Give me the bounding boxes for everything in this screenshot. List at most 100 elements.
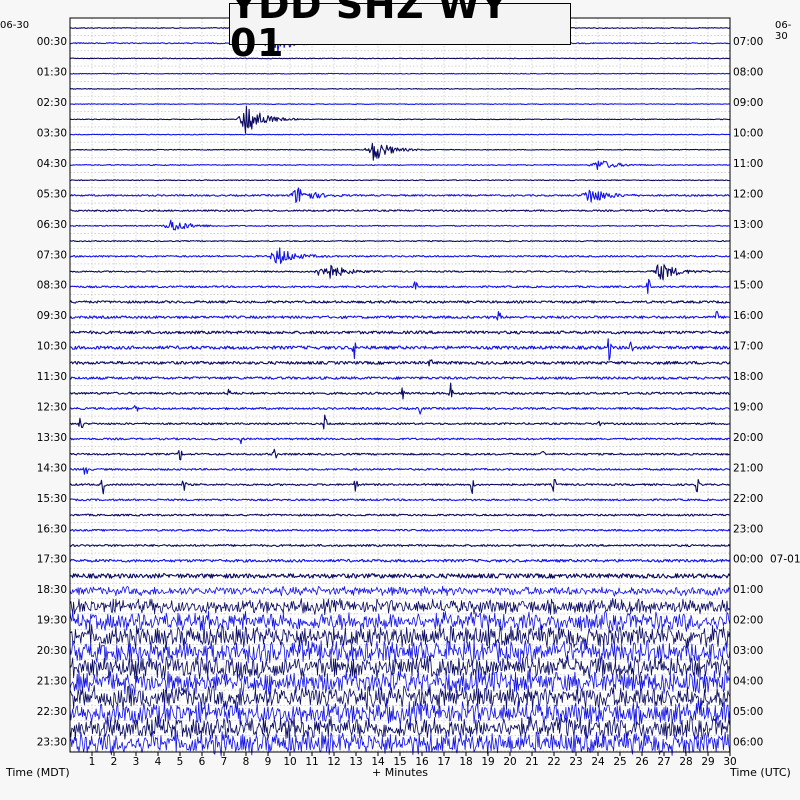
left-time-label: 11:30 [37, 371, 67, 383]
trace-row [69, 639, 731, 665]
trace-row [69, 247, 731, 264]
x-tick-label: 3 [133, 756, 140, 768]
x-tick-label: 25 [613, 756, 626, 768]
x-tick-label: 11 [305, 756, 318, 768]
left-time-label: 00:30 [37, 36, 67, 48]
trace-row [69, 669, 731, 696]
trace-row [69, 528, 731, 532]
right-time-label: 11:00 [733, 158, 763, 170]
x-tick-label: 14 [371, 756, 385, 768]
x-tick-label: 19 [481, 756, 494, 768]
trace-row [69, 405, 730, 415]
x-tick-label: 21 [525, 756, 538, 768]
x-tick-label: 20 [503, 756, 516, 768]
trace-row [69, 330, 730, 335]
left-time-label: 20:30 [37, 645, 67, 657]
bottom-axis-title: + Minutes [372, 766, 429, 779]
trace-row [69, 338, 731, 361]
trace-row [69, 219, 730, 231]
left-time-label: 18:30 [37, 584, 67, 596]
chart-title-box: YDD SHZ WY 01 [229, 0, 571, 62]
right-time-label: 20:00 [733, 432, 763, 444]
trace-row [69, 685, 731, 711]
trace-row [69, 299, 730, 304]
left-time-label: 07:30 [37, 249, 67, 261]
x-tick-label: 30 [723, 756, 736, 768]
x-tick-label: 5 [177, 756, 184, 768]
left-time-label: 01:30 [37, 67, 67, 79]
right-time-label: 15:00 [733, 280, 763, 292]
right-time-label: 23:00 [733, 523, 763, 535]
trace-row [69, 558, 731, 563]
trace-row [69, 72, 730, 75]
trace-row [69, 700, 731, 727]
trace-row [69, 382, 730, 400]
left-time-label: 03:30 [37, 128, 67, 140]
right-axis-title: Time (UTC) [730, 766, 791, 779]
trace-row [69, 264, 730, 281]
left-time-label: 09:30 [37, 310, 67, 322]
trace-row [69, 359, 731, 367]
x-axis-ticks: 1 2 3 4 5 6 7 8 9 10 11 12 13 14 15 16 17 18 19 20 21 22 23 24 2… [89, 752, 737, 768]
trace-row [69, 610, 731, 632]
trace-row [69, 448, 730, 461]
trace-row [69, 105, 730, 134]
x-tick-label: 29 [701, 756, 714, 768]
right-time-label: 22:00 [733, 493, 763, 505]
right-time-label: 08:00 [733, 67, 763, 79]
x-tick-label: 23 [569, 756, 582, 768]
left-time-label: 04:30 [37, 158, 67, 170]
trace-row [69, 160, 730, 171]
left-time-label: 23:30 [37, 736, 67, 748]
left-time-label: 16:30 [37, 523, 67, 535]
left-time-label: 12:30 [37, 402, 67, 414]
left-time-label: 21:30 [37, 675, 67, 687]
right-time-label: 12:00 [733, 188, 763, 200]
trace-row [69, 585, 731, 597]
right-date2-label: 07-01 [770, 554, 800, 566]
right-time-label: 10:00 [733, 128, 763, 140]
left-time-label: 15:30 [37, 493, 67, 505]
plot-area [70, 18, 730, 752]
x-tick-label: 17 [437, 756, 450, 768]
left-time-label: 13:30 [37, 432, 67, 444]
trace-row [69, 478, 730, 495]
left-time-label: 08:30 [37, 280, 67, 292]
trace-row [69, 209, 730, 212]
x-tick-label: 13 [349, 756, 362, 768]
right-time-label: 07:00 [733, 36, 763, 48]
right-date-label: 06-30 [775, 20, 792, 42]
left-time-label: 17:30 [37, 554, 67, 566]
trace-row [69, 57, 730, 60]
left-time-labels: 00:30 01:30 02:30 03:30 04:30 05:30 06:30 07:30… [37, 36, 67, 748]
trace-row [69, 103, 730, 106]
right-time-label: 01:00 [733, 584, 763, 596]
right-time-label: 17:00 [733, 341, 763, 353]
x-tick-label: 7 [221, 756, 228, 768]
right-time-labels: 07:00 08:00 09:00 10:00 11:00 12:00 13:00 14:00… [733, 36, 800, 748]
right-time-label: 18:00 [733, 371, 763, 383]
x-tick-label: 8 [243, 756, 250, 768]
trace-row [69, 133, 730, 136]
grid [70, 18, 730, 752]
x-tick-label: 1 [89, 756, 96, 768]
right-time-label: 04:00 [733, 675, 763, 687]
right-time-label: 00:00 [733, 554, 763, 566]
x-tick-label: 28 [679, 756, 692, 768]
right-time-label: 19:00 [733, 402, 763, 414]
trace-row [69, 573, 731, 579]
trace-row [69, 437, 730, 445]
right-time-label: 13:00 [733, 219, 763, 231]
x-tick-label: 26 [635, 756, 649, 768]
x-tick-label: 10 [283, 756, 296, 768]
x-tick-label: 2 [111, 756, 118, 768]
right-time-label: 06:00 [733, 736, 763, 748]
right-time-label: 03:00 [733, 645, 763, 657]
x-tick-label: 6 [199, 756, 206, 768]
right-time-label: 16:00 [733, 310, 763, 322]
trace-row [69, 543, 731, 548]
left-time-label: 14:30 [37, 462, 67, 474]
seismic-traces [69, 27, 731, 757]
left-time-label: 06:30 [37, 219, 67, 231]
